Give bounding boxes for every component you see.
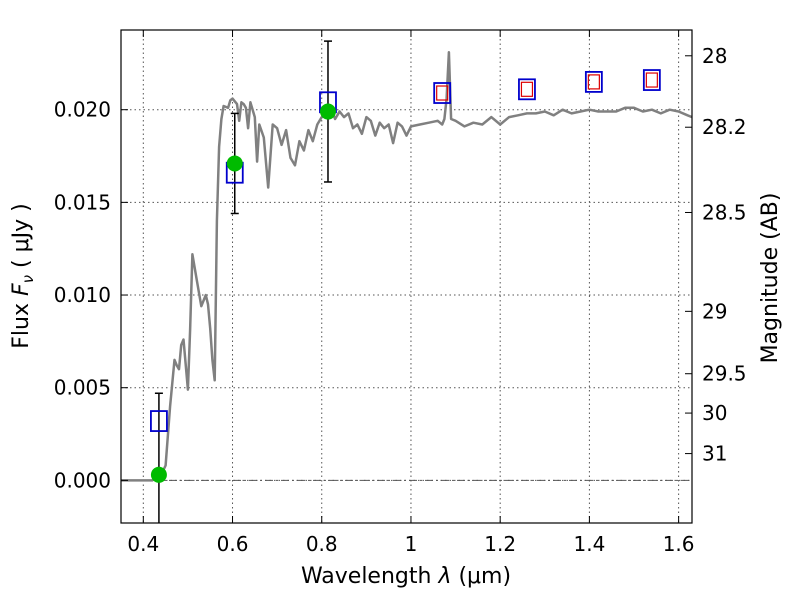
x-tick-label: 0.8 xyxy=(306,532,338,556)
x-tick-label: 1.4 xyxy=(573,532,605,556)
model-band-box-inner xyxy=(520,81,534,97)
tick-labels: 0.4 0.6 0.8 1 1.2 1.4 1.6 0.000 0.005 0.010 0.015 0… xyxy=(54,44,747,556)
y-tick-label: 0.020 xyxy=(54,98,111,122)
model-band-box-inner xyxy=(645,72,658,88)
photometry-point xyxy=(150,466,167,483)
plot-frame xyxy=(120,29,693,524)
y2-tick-label: 30 xyxy=(702,401,727,425)
y2-tick-label: 28.5 xyxy=(702,200,747,224)
y-tick-label: 0.010 xyxy=(54,283,111,307)
model-band-box xyxy=(150,410,168,432)
y2-tick-label: 28.2 xyxy=(702,115,747,139)
axis-ticks xyxy=(121,30,692,523)
x-tick-label: 0.4 xyxy=(127,532,159,556)
y-axis-title: Flux Fν ( μJy ) xyxy=(9,203,37,348)
x-axis-title: Wavelength λ (μm) xyxy=(301,564,511,589)
y2-tick-label: 28 xyxy=(702,44,727,68)
y-tick-label: 0.000 xyxy=(54,468,111,492)
model-band-box-inner xyxy=(587,74,600,90)
model-band-box xyxy=(518,78,536,101)
model-band-box xyxy=(433,82,452,104)
y2-axis-title: Magnitude (AB) xyxy=(758,193,783,364)
y2-tick-label: 29.5 xyxy=(702,362,747,386)
x-tick-label: 0.6 xyxy=(217,532,249,556)
x-tick-label: 1.6 xyxy=(663,532,695,556)
y2-tick-label: 29 xyxy=(702,299,727,323)
model-band-box xyxy=(642,69,661,91)
photometry-point xyxy=(319,103,336,120)
photometry-points xyxy=(150,103,336,483)
model-band-box xyxy=(584,70,603,93)
model-band-boxes xyxy=(150,69,661,432)
y2-tick-label: 31 xyxy=(702,442,727,466)
x-tick-label: 1.2 xyxy=(484,532,516,556)
x-tick-label: 1 xyxy=(405,532,418,556)
photometry-point xyxy=(226,155,243,172)
y-tick-label: 0.005 xyxy=(54,376,111,400)
model-band-box-inner xyxy=(436,85,449,101)
y-tick-label: 0.015 xyxy=(54,190,111,214)
